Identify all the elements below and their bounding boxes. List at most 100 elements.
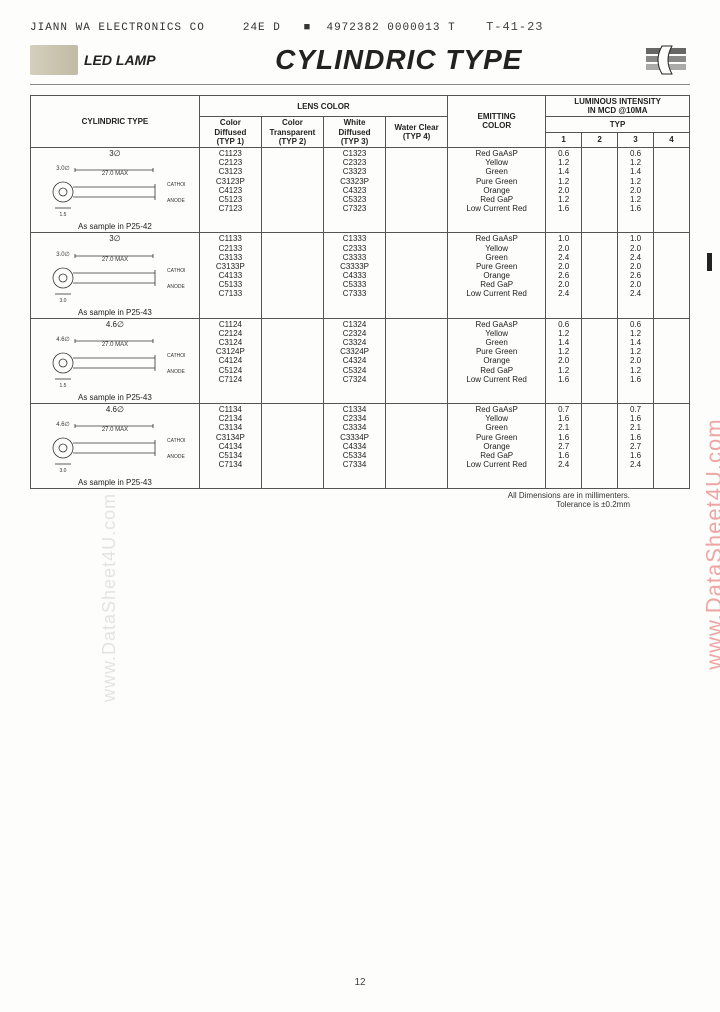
svg-text:CATHODE: CATHODE [167,182,185,188]
footnote-line1: All Dimensions are in millimenters. [508,491,630,500]
emitting-color: Red GaAsPYellowGreenPure GreenOrangeRed … [448,318,546,403]
emitting-color: Red GaAsPYellowGreenPure GreenOrangeRed … [448,233,546,318]
parts-typ1: C1123C2123C3123C3123PC4123C5123C7123 [199,147,261,232]
brand-logo [642,42,690,78]
code1: 24E D [243,22,281,34]
emitting-color: Red GaAsPYellowGreenPure GreenOrangeRed … [448,147,546,232]
watermark-left: www.DataSheet4U.com [99,493,120,702]
th-lum-2: 2 [582,132,618,147]
th-emit-text: EMITTINGCOLOR [478,112,516,130]
svg-text:3.0: 3.0 [59,468,66,474]
lum-1: 0.61.21.41.22.01.21.6 [546,318,582,403]
led-lamp-block: LED LAMP [30,45,156,75]
sample-note: As sample in P25-42 [33,220,197,231]
cylindric-cell: 3∅ 27.0 MAX CATHODE ANODE 3.0∅ 3.0 As sa… [31,233,200,318]
code2: 4972382 0000013 T [326,22,455,34]
parts-typ3: C1333C2333C3333C3333PC4333C5333C7333 [323,233,385,318]
svg-text:1.5: 1.5 [59,383,66,389]
svg-text:CATHODE: CATHODE [167,268,185,274]
lum-3: 0.61.21.41.22.01.21.6 [618,318,654,403]
lum-3: 0.71.62.11.62.71.62.4 [618,404,654,489]
th-lens-3: WhiteDiffused(TYP 3) [323,117,385,148]
table-row: 3∅ 27.0 MAX CATHODE ANODE 3.0∅ 3.0 As sa… [31,233,690,318]
led-diagram: 27.0 MAX CATHODE ANODE 4.6∅ 3.0 [45,416,185,476]
parts-typ2 [261,404,323,489]
svg-text:CATHODE: CATHODE [167,438,185,444]
led-diagram: 27.0 MAX CATHODE ANODE 4.6∅ 1.5 [45,331,185,391]
led-diagram: 27.0 MAX CATHODE ANODE 3.0∅ 3.0 [45,246,185,306]
svg-text:4.6∅: 4.6∅ [56,336,70,343]
cylindric-cell: 4.6∅ 27.0 MAX CATHODE ANODE 4.6∅ 3.0 As … [31,404,200,489]
watermark-right: www.DataSheet4U.com [701,418,720,669]
parts-typ4 [386,233,448,318]
header-row: LED LAMP CYLINDRIC TYPE [30,42,690,78]
svg-text:3.0: 3.0 [59,298,66,304]
led-diagram: 27.0 MAX CATHODE ANODE 3.0∅ 1.5 [45,160,185,220]
lum-4 [653,233,689,318]
handwritten-code: T-41-23 [486,20,543,34]
led-lamp-label: LED LAMP [84,52,156,68]
edge-mark [707,253,712,271]
parts-typ4 [386,318,448,403]
table-row: 4.6∅ 27.0 MAX CATHODE ANODE 4.6∅ 3.0 As … [31,404,690,489]
sample-note: As sample in P25-43 [33,391,197,402]
th-lum-text: LUMINOUS INTENSITYIN MCD @10MA [574,97,661,115]
th-lens: LENS COLOR [199,96,447,117]
parts-typ1: C1124C2124C3124C3124PC4124C5124C7124 [199,318,261,403]
parts-typ2 [261,233,323,318]
parts-typ3: C1334C2334C3334C3334PC4334C5334C7334 [323,404,385,489]
parts-typ3: C1323C2323C3323C3323PC4323C5323C7323 [323,147,385,232]
table-row: 3∅ 27.0 MAX CATHODE ANODE 3.0∅ 1.5 As sa… [31,147,690,232]
lum-2 [582,404,618,489]
svg-text:3.0∅: 3.0∅ [56,165,70,172]
page-number: 12 [354,977,365,988]
divider [30,84,690,85]
svg-text:27.0 MAX: 27.0 MAX [102,342,128,348]
company-name: JIANN WA ELECTRONICS CO [30,22,205,34]
header-code-line: JIANN WA ELECTRONICS CO 24E D ■ 4972382 … [30,20,690,34]
lum-4 [653,318,689,403]
svg-text:27.0 MAX: 27.0 MAX [102,257,128,263]
led-lamp-icon [30,45,78,75]
th-lum-3: 3 [618,132,654,147]
svg-text:ANODE: ANODE [167,284,185,290]
th-cylindric: CYLINDRIC TYPE [31,96,200,148]
th-lum: LUMINOUS INTENSITYIN MCD @10MA [546,96,690,117]
svg-text:CATHODE: CATHODE [167,353,185,359]
th-lens-4: Water Clear(TYP 4) [386,117,448,148]
svg-text:ANODE: ANODE [167,198,185,204]
spec-table: CYLINDRIC TYPE LENS COLOR EMITTINGCOLOR … [30,95,690,489]
th-emit: EMITTINGCOLOR [448,96,546,148]
svg-text:ANODE: ANODE [167,454,185,460]
th-lens-2: ColorTransparent(TYP 2) [261,117,323,148]
lum-4 [653,147,689,232]
parts-typ3: C1324C2324C3324C3324PC4324C5324C7324 [323,318,385,403]
parts-typ2 [261,318,323,403]
lum-3: 1.02.02.42.02.62.02.4 [618,233,654,318]
th-lum-typ: TYP [546,117,690,132]
lum-2 [582,233,618,318]
sample-note: As sample in P25-43 [33,476,197,487]
th-lum-1: 1 [546,132,582,147]
cylindric-cell: 3∅ 27.0 MAX CATHODE ANODE 3.0∅ 1.5 As sa… [31,147,200,232]
th-lum-4: 4 [653,132,689,147]
svg-text:27.0 MAX: 27.0 MAX [102,427,128,433]
lum-3: 0.61.21.41.22.01.21.6 [618,147,654,232]
parts-typ1: C1134C2134C3134C3134PC4134C5134C7134 [199,404,261,489]
svg-text:ANODE: ANODE [167,369,185,375]
parts-typ2 [261,147,323,232]
footnote: All Dimensions are in millimenters. Tole… [30,491,690,509]
svg-text:27.0 MAX: 27.0 MAX [102,171,128,177]
lum-1: 0.71.62.11.62.71.62.4 [546,404,582,489]
emitting-color: Red GaAsPYellowGreenPure GreenOrangeRed … [448,404,546,489]
lum-4 [653,404,689,489]
cylindric-cell: 4.6∅ 27.0 MAX CATHODE ANODE 4.6∅ 1.5 As … [31,318,200,403]
page: JIANN WA ELECTRONICS CO 24E D ■ 4972382 … [0,0,720,1012]
lum-2 [582,147,618,232]
svg-text:1.5: 1.5 [59,212,66,218]
svg-text:3.0∅: 3.0∅ [56,251,70,258]
th-lens-1: ColorDiffused(TYP 1) [199,117,261,148]
parts-typ4 [386,404,448,489]
lum-1: 1.02.02.42.02.62.02.4 [546,233,582,318]
parts-typ4 [386,147,448,232]
